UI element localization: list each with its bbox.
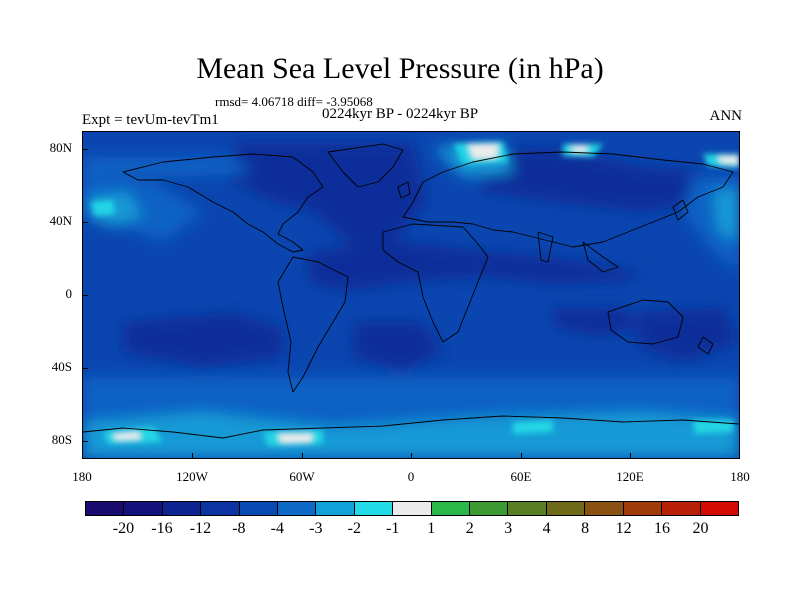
coast-north-america [122,153,324,253]
period-text: 0224kyr BP - 0224kyr BP [322,106,479,122]
field-white-antarctic2 [113,432,141,440]
colorbar-label: 12 [615,520,632,537]
map-title: Mean Sea Level Pressure (in hPa) [196,52,604,85]
lon-tick [192,453,193,459]
field-light-wpac [713,187,739,242]
lon-label-180w: 180 [72,469,92,484]
coast-new-zealand [697,336,714,355]
lat-tick [82,368,88,369]
colorbar-label: -1 [386,520,400,537]
colorbar-label: -8 [232,520,246,537]
colorbar-label: -4 [270,520,285,537]
colorbar-label: -16 [151,520,173,537]
field-cyan-antarctic4 [693,420,733,434]
field-white-arctic1 [468,144,498,159]
lon-tick [411,453,412,459]
lat-tick [82,149,88,150]
field-deep-indian [553,307,643,337]
colorbar-box [124,502,163,515]
lon-label-60e: 60E [510,469,532,484]
colorbar-label: 4 [542,520,551,537]
colorbar-label: -20 [112,520,135,537]
lon-label-0: 0 [407,469,415,484]
colorbar-box [278,502,317,515]
field-white-arctic3 [718,156,739,164]
colorbar-box [201,502,240,515]
lat-tick [82,441,88,442]
coast-south-america [277,256,349,393]
colorbar-box [86,502,125,515]
colorbar-box [585,502,624,515]
lon-label-120e: 120E [616,469,644,484]
map-frame [82,131,740,459]
coast-eurasia [402,151,734,248]
colorbar [85,501,739,516]
colorbar-box [546,502,586,515]
field-deep-spacific [123,312,283,367]
lat-label-80n: 80N [49,140,72,155]
colorbar-box [662,502,701,515]
field-mid-nepacific [83,172,203,242]
colorbar-label: -12 [189,520,212,537]
coast-australia [607,299,684,345]
season-text: ANN [709,108,743,124]
field-light-nepac [88,192,143,227]
field-deep-eurasia [473,147,703,212]
coast-japan [672,199,689,221]
lat-label-40n: 40N [49,213,72,228]
lon-tick [302,453,303,459]
field-cyan-antarctic3 [513,420,553,434]
lat-label-80s: 80S [51,432,72,447]
colorbar-box [508,502,547,515]
map-svg [83,132,739,458]
coast-antarctica [83,415,739,439]
lon-label-60w: 60W [289,469,315,484]
coast-greenland [327,143,404,188]
colorbar-box [316,502,355,515]
colorbar-label: -3 [309,520,323,537]
coast-africa [382,223,489,343]
coastlines [83,143,739,439]
stats-text: rmsd= 4.06718 diff= -3.95068 [215,94,373,109]
colorbar-box [470,502,509,515]
colorbar-label: 20 [692,520,709,537]
field-light-antarctic [83,412,739,458]
field-white-antarctic1 [278,434,313,443]
colorbar-label: 3 [504,520,513,537]
lat-label-40s: 40S [51,359,72,374]
colorbar-label: -2 [347,520,361,537]
coast-uk [397,181,411,199]
lon-label-120w: 120W [176,469,208,484]
lon-tick [630,453,631,459]
colorbar-box [700,502,738,515]
colorbar-label: 2 [465,520,474,537]
field-deep-spacific2 [638,307,739,362]
colorbar-box [623,502,663,515]
colorbar-label: 16 [654,520,671,537]
colorbar-box [354,502,394,515]
field-deep-satlantic [353,322,443,372]
lat-label-0: 0 [65,286,73,301]
field-cyan-nepac [91,200,115,216]
colorbar-box [393,502,432,515]
experiment-text: Expt = tevUm-tevTm1 [82,112,219,128]
colorbar-label: 1 [427,520,436,537]
lon-label-180e: 180 [730,469,750,484]
colorbar-box [431,502,471,515]
lat-tick [82,295,88,296]
field-mid-npac-strip [83,157,253,177]
colorbar-box [162,502,202,515]
field-white-arctic2 [571,146,588,152]
lon-tick [521,453,522,459]
coast-india [537,231,554,263]
lat-tick [82,222,88,223]
coast-se-asia [582,241,619,273]
field-deep-npacific [233,142,428,247]
colorbar-label: 8 [581,520,590,537]
field-deep-atlantic [308,240,643,292]
colorbar-box [239,502,279,515]
